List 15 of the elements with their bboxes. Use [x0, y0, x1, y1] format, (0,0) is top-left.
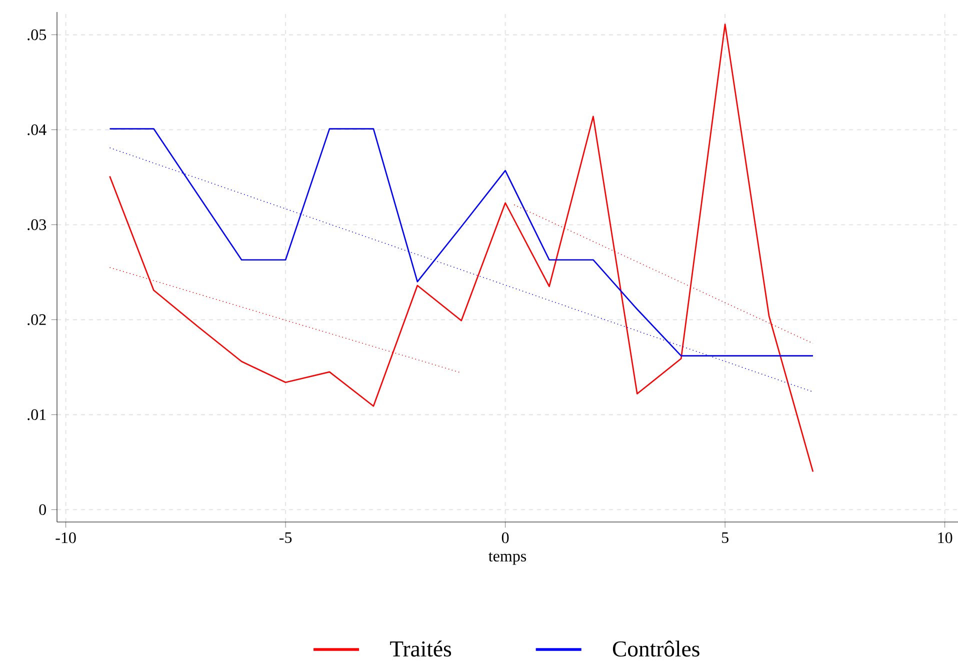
- x-tick-label: -10: [56, 532, 76, 544]
- x-tick-label: 10: [938, 532, 952, 544]
- x-tick-label: 0: [502, 532, 509, 544]
- y-tick-label: .02: [28, 314, 46, 326]
- legend-label: Contrôles: [612, 640, 700, 657]
- y-tick-label: .05: [28, 29, 46, 40]
- legend-label: Traités: [390, 640, 452, 657]
- line-series: [109, 24, 814, 472]
- x-axis-title: temps: [488, 552, 526, 565]
- y-tick-label: .01: [28, 409, 46, 420]
- y-tick-label: .04: [28, 124, 46, 136]
- x-tick-label: -5: [279, 532, 292, 544]
- x-tick-label: 5: [722, 532, 728, 544]
- y-tick-label: .03: [28, 219, 46, 230]
- y-tick-label: 0: [39, 504, 46, 516]
